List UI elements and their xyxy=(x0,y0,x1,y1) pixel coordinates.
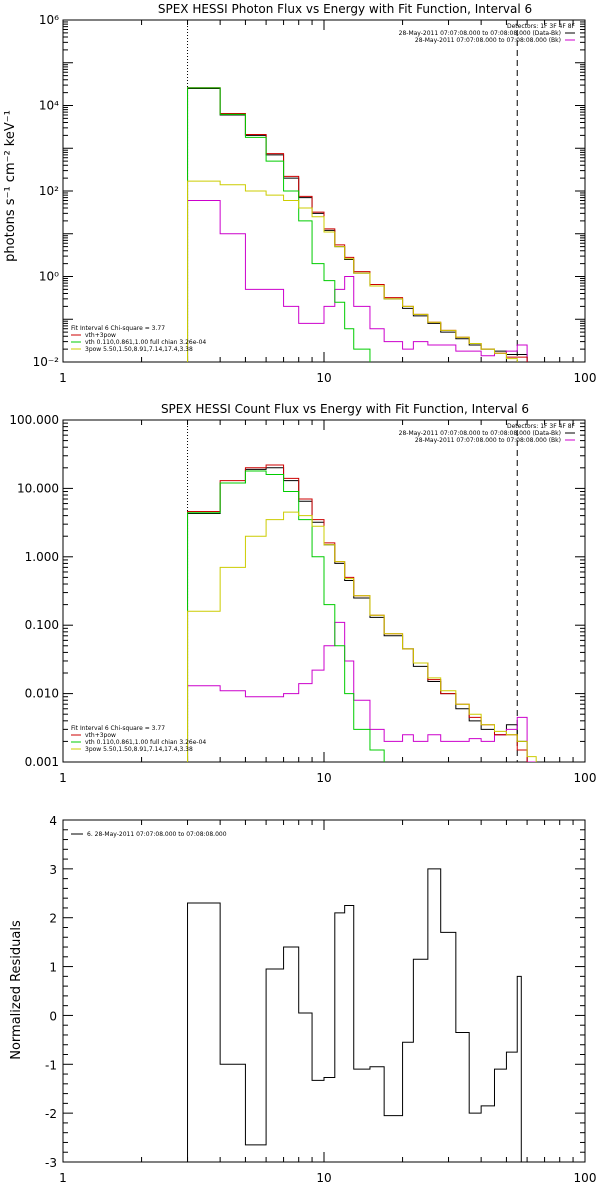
y-tick-label: -2 xyxy=(45,1107,57,1121)
series-6-28-may-2011-07-07-08-000-to-07-08-08-000 xyxy=(187,868,522,1162)
legend-label: 28-May-2011 07:07:08.000 to 07:08:08.000… xyxy=(399,430,561,437)
y-tick-label: 10⁻² xyxy=(33,355,60,369)
legend-header: Detectors: 1F 3F 4F 8F xyxy=(507,423,576,430)
legend-label: 6. 28-May-2011 07:07:08.000 to 07:08:08.… xyxy=(87,831,227,838)
series-vth-3pow xyxy=(187,464,537,762)
series-data-bk xyxy=(187,467,537,762)
y-tick-label: 10² xyxy=(39,184,59,198)
y-tick-label: 1 xyxy=(49,961,57,975)
fit-legend-header: Fit Interval 6 Chi-square = 3.77 xyxy=(71,325,165,332)
series-3pow xyxy=(187,511,537,762)
plot-frame xyxy=(62,819,586,1163)
x-tick-label: 10 xyxy=(316,1171,331,1185)
legend-label: 28-May-2011 07:07:08.000 to 07:08:08.000… xyxy=(415,437,561,444)
x-tick-label: 100 xyxy=(574,1171,597,1185)
x-tick-label: 10 xyxy=(316,371,331,385)
series-vth-3pow xyxy=(187,87,528,362)
series-vth xyxy=(187,470,537,762)
y-tick-label: 10⁶ xyxy=(39,13,59,27)
series-3pow xyxy=(187,180,528,362)
y-tick-label: 1.000 xyxy=(25,550,59,564)
fit-legend-label: 3pow 5.50,1.50,8.91,7.14,17.4,3.38 xyxy=(85,746,193,753)
y-tick-label: -3 xyxy=(45,1156,57,1170)
y-tick-label: 10.000 xyxy=(17,481,59,495)
x-tick-label: 100 xyxy=(574,371,597,385)
photon-flux-title: SPEX HESSI Photon Flux vs Energy with Fi… xyxy=(158,2,532,16)
y-tick-label: -1 xyxy=(45,1058,57,1072)
y-tick-label: 3 xyxy=(49,863,57,877)
y-tick-label: 10⁴ xyxy=(39,99,59,113)
residuals-ylabel: Normalized Residuals xyxy=(9,920,24,1060)
legend-label: 28-May-2011 07:07:08.000 to 07:08:08.000… xyxy=(399,30,561,37)
y-tick-label: 0.001 xyxy=(25,755,59,769)
photon-flux-panel: SPEX HESSI Photon Flux vs Energy with Fi… xyxy=(3,2,596,385)
photon-flux-ylabel: photons s⁻¹ cm⁻² keV⁻¹ xyxy=(3,110,18,262)
legend-header: Detectors: 1F 3F 4F 8F xyxy=(507,23,576,30)
y-tick-label: 0.100 xyxy=(25,618,59,632)
series-vth xyxy=(187,87,528,362)
fit-legend-label: vth 0.110,0.861,1.00 full chian 3.26e-04 xyxy=(85,339,206,346)
y-tick-label: 0.010 xyxy=(25,687,59,701)
x-tick-label: 1 xyxy=(59,1171,67,1185)
legend-label: 28-May-2011 07:07:08.000 to 07:08:08.000… xyxy=(415,37,561,44)
y-tick-label: 10⁰ xyxy=(39,270,59,284)
x-tick-label: 1 xyxy=(59,371,67,385)
fit-legend-label: 3pow 5.50,1.50,8.91,7.14,17.4,3.38 xyxy=(85,346,193,353)
y-tick-label: 4 xyxy=(49,814,57,828)
y-tick-label: 100.000 xyxy=(9,413,59,427)
series-data-bk xyxy=(187,87,528,362)
fit-legend-label: vth+3pow xyxy=(85,732,116,739)
series-bk xyxy=(187,621,537,762)
fit-legend-header: Fit Interval 6 Chi-square = 3.77 xyxy=(71,725,165,732)
x-tick-label: 100 xyxy=(574,771,597,785)
count-flux-panel: SPEX HESSI Count Flux vs Energy with Fit… xyxy=(9,402,596,785)
fit-legend-label: vth 0.110,0.861,1.00 full chian 3.26e-04 xyxy=(85,739,206,746)
y-tick-label: 0 xyxy=(49,1009,57,1023)
x-tick-label: 1 xyxy=(59,771,67,785)
fit-legend-label: vth+3pow xyxy=(85,332,116,339)
residuals-panel: Normalized Residuals 1 10 100 -3 -2 -1 0 1 2 3 4 6.… xyxy=(9,814,596,1185)
count-flux-title: SPEX HESSI Count Flux vs Energy with Fit… xyxy=(161,402,529,416)
y-tick-label: 2 xyxy=(49,912,57,926)
series-bk xyxy=(187,199,528,362)
x-tick-label: 10 xyxy=(316,771,331,785)
